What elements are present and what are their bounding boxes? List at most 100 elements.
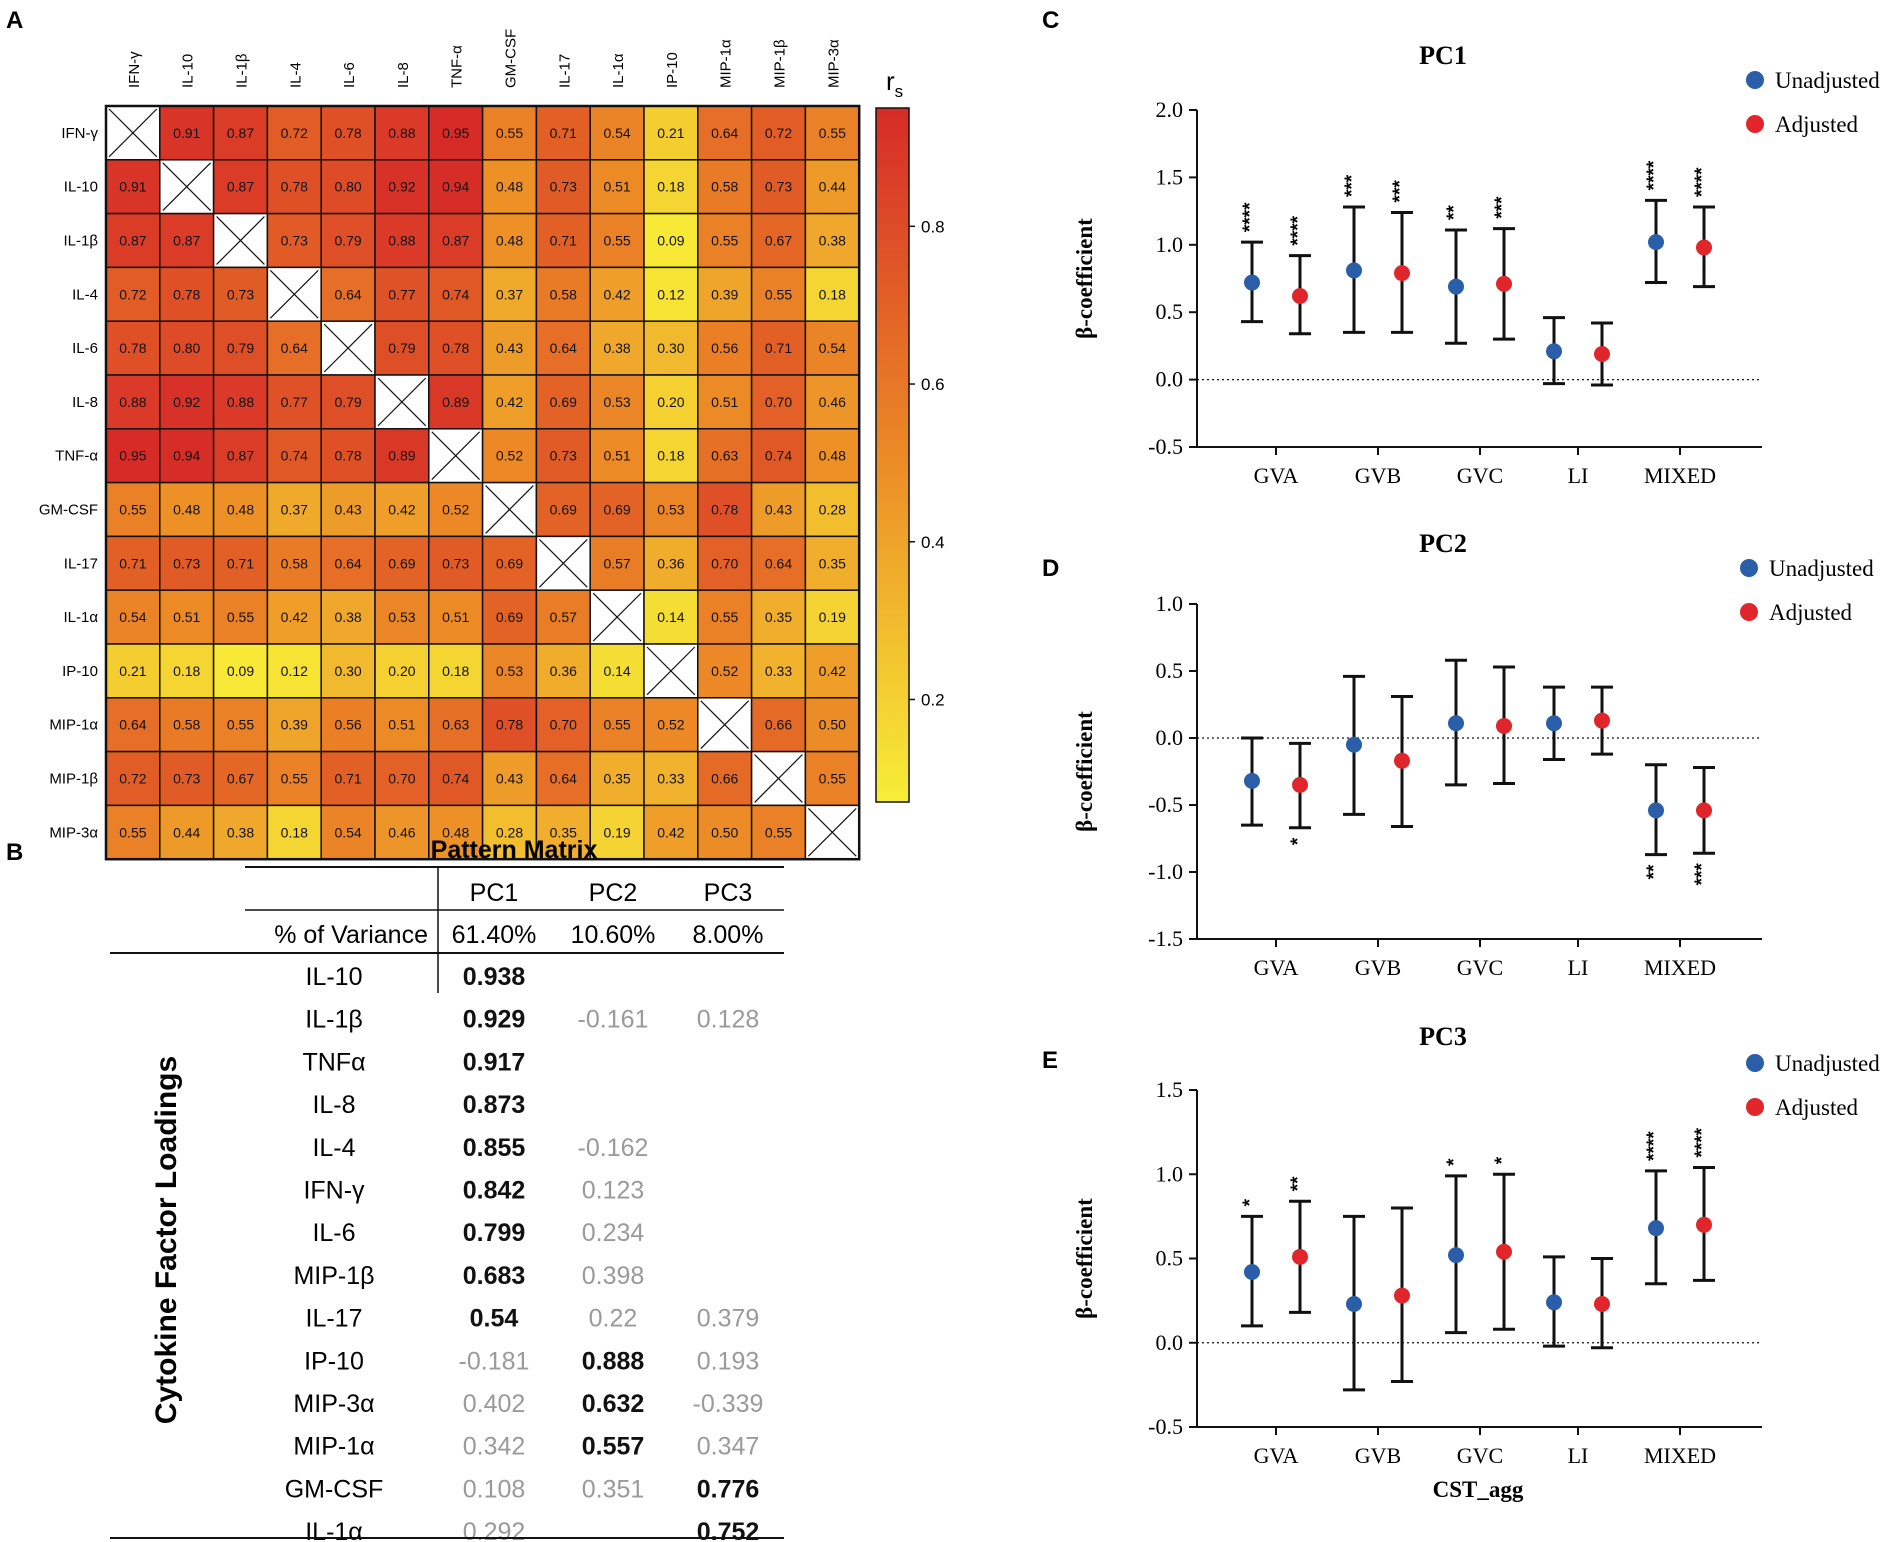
heatmap-cell-value: 0.71 <box>227 555 254 571</box>
heatmap-cell <box>804 643 860 699</box>
heatmap-cell-value: 0.55 <box>819 771 846 787</box>
data-point-adjusted <box>1594 1295 1610 1312</box>
heatmap-cell <box>212 697 269 753</box>
heatmap-cell-value: 0.55 <box>819 125 846 141</box>
y-axis-label: β-coefficient <box>1072 1198 1097 1319</box>
heatmap-cell-value: 0.70 <box>550 717 577 733</box>
heatmap-cell-value: 0.78 <box>442 340 469 356</box>
heatmap-cell <box>428 374 484 430</box>
variance-value: 61.40% <box>452 921 537 949</box>
loading-row-label: MIP-1α <box>293 1433 374 1461</box>
loading-value: 0.108 <box>463 1475 526 1503</box>
loading-row-label: IP-10 <box>304 1347 364 1375</box>
significance-marker: ** <box>1644 864 1665 879</box>
heatmap-cell-value: 0.51 <box>603 448 630 464</box>
data-point-unadjusted <box>1346 1295 1362 1312</box>
heatmap-cell <box>428 535 484 591</box>
loading-row-label: IL-1α <box>305 1518 363 1542</box>
heatmap-cell <box>643 159 699 215</box>
heatmap-cell-value: 0.44 <box>173 824 200 840</box>
heatmap-cell <box>428 105 484 161</box>
heatmap-cell-value: 0.67 <box>765 233 792 249</box>
table-column-header: PC2 <box>589 879 638 907</box>
heatmap-cell-value: 0.64 <box>334 555 361 571</box>
heatmap-cell-value: 0.57 <box>603 555 630 571</box>
heatmap-cell-value: 0.52 <box>442 502 469 518</box>
x-tick-label: MIXED <box>1644 955 1716 980</box>
heatmap-cell-value: 0.91 <box>119 179 146 195</box>
y-tick-label: 0.0 <box>1156 367 1184 392</box>
heatmap-cell-value: 0.89 <box>442 394 469 410</box>
heatmap-cell-value: 0.55 <box>119 502 146 518</box>
heatmap-cell <box>105 266 161 322</box>
loading-value: 0.398 <box>582 1262 645 1290</box>
heatmap-cell <box>374 320 430 376</box>
colorbar-label: rs <box>886 66 903 101</box>
diagonal-cross <box>323 323 373 373</box>
heatmap-cell-value: 0.56 <box>334 717 361 733</box>
heatmap-cell-value: 0.73 <box>442 555 469 571</box>
heatmap-cell-value: 0.69 <box>603 502 630 518</box>
loading-value: 0.193 <box>697 1347 760 1375</box>
heatmap-cell <box>374 105 430 161</box>
loading-row-label: MIP-3α <box>293 1390 374 1418</box>
heatmap-cell-value: 0.54 <box>819 340 846 356</box>
heatmap-cell-value: 0.78 <box>281 179 308 195</box>
variance-value: 10.60% <box>571 921 656 949</box>
significance-marker: * <box>1240 1198 1261 1206</box>
loading-value: 0.123 <box>582 1177 645 1205</box>
loading-row-label: IFN-γ <box>303 1177 365 1205</box>
loading-value: 0.54 <box>470 1305 519 1333</box>
significance-marker: **** <box>1644 160 1665 190</box>
heatmap-row-label: IP-10 <box>62 663 98 680</box>
heatmap-cell-value: 0.69 <box>496 555 523 571</box>
loading-value: 0.402 <box>463 1390 526 1418</box>
heatmap-cell <box>804 212 860 269</box>
heatmap-cell-value: 0.88 <box>388 125 415 141</box>
heatmap-cell-value: 0.73 <box>227 286 254 302</box>
heatmap-cell-value: 0.72 <box>281 125 308 141</box>
heatmap-cell-value: 0.73 <box>550 179 577 195</box>
loading-value: -0.339 <box>693 1390 764 1418</box>
heatmap-cell-value: 0.43 <box>334 502 361 518</box>
heatmap-cell <box>750 589 807 645</box>
heatmap-row-label: IL-8 <box>72 394 98 411</box>
table-column-header: PC1 <box>470 879 519 907</box>
heatmap-cell-value: 0.52 <box>496 448 523 464</box>
heatmap-row-label: IL-1α <box>63 609 98 626</box>
heatmap-cell <box>643 374 699 430</box>
heatmap-cell-value: 0.55 <box>711 233 738 249</box>
loading-row-label: GM-CSF <box>285 1475 384 1503</box>
y-tick-label: -0.5 <box>1148 792 1183 817</box>
loading-value: 0.776 <box>697 1475 760 1503</box>
heatmap-cell <box>374 697 430 753</box>
heatmap-cell-value: 0.87 <box>227 125 254 141</box>
x-tick-label: GVB <box>1355 955 1401 980</box>
heatmap-cell-value: 0.71 <box>334 771 361 787</box>
diagonal-cross <box>592 592 642 642</box>
heatmap-cell-value: 0.89 <box>388 448 415 464</box>
heatmap-cell-value: 0.43 <box>496 771 523 787</box>
heatmap-cell <box>266 212 322 269</box>
heatmap-cell-value: 0.33 <box>657 771 684 787</box>
heatmap-cell <box>428 320 484 376</box>
significance-marker: **** <box>1288 215 1309 245</box>
significance-marker: *** <box>1342 174 1363 197</box>
heatmap-cell-value: 0.53 <box>603 394 630 410</box>
diagonal-cross <box>377 377 427 427</box>
heatmap-col-label: IL-10 <box>180 54 197 88</box>
loading-value: 0.128 <box>697 1006 760 1034</box>
heatmap-cell-value: 0.37 <box>496 286 523 302</box>
heatmap-cell <box>320 159 376 215</box>
heatmap-cell-value: 0.64 <box>550 771 577 787</box>
heatmap-cell-value: 0.38 <box>227 824 254 840</box>
pc2-coefficient-plot: PC2 -1.5 -1.0 -0.5 0.0 0.5 1.0 β-coefficient GVA… <box>1072 529 1874 980</box>
heatmap-cell <box>643 589 699 645</box>
heatmap-cell-value: 0.43 <box>765 502 792 518</box>
heatmap-cell-value: 0.48 <box>442 824 469 840</box>
diagonal-cross <box>431 431 481 481</box>
heatmap-cell-value: 0.92 <box>173 394 200 410</box>
heatmap-cell <box>320 481 376 538</box>
data-point-unadjusted <box>1244 772 1260 789</box>
heatmap-cell <box>804 750 860 807</box>
